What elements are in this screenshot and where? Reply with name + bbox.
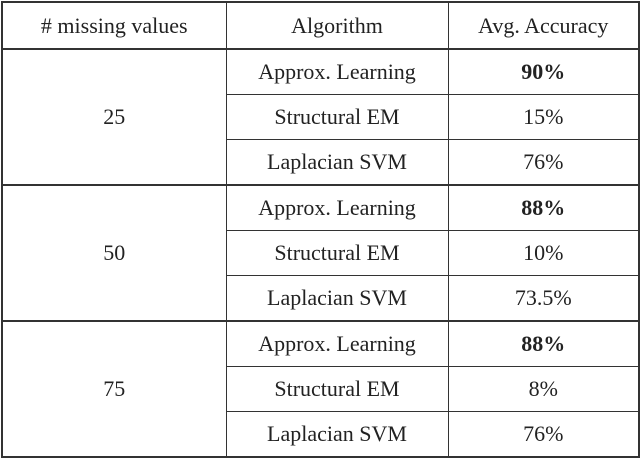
accuracy-cell: 76% xyxy=(447,411,640,458)
accuracy-cell: 88% xyxy=(447,320,640,367)
header-cell: Avg. Accuracy xyxy=(447,1,640,50)
accuracy-cell: 73.5% xyxy=(447,275,640,322)
table-row: Structural EM 8% xyxy=(2,366,640,412)
table-row: 25 Approx. Learning 90% xyxy=(1,48,640,186)
table-row: 75 Approx. Learning 88% xyxy=(1,320,640,458)
algorithm-cell: Structural EM xyxy=(225,366,449,412)
table-row: Structural EM 15% xyxy=(2,94,640,140)
algorithm-cell: Structural EM xyxy=(225,230,449,276)
accuracy-cell: 10% xyxy=(447,230,640,276)
header-cell: # missing values xyxy=(1,1,227,50)
accuracy-cell: 76% xyxy=(447,139,640,186)
table-row: Laplacian SVM 76% xyxy=(2,411,640,458)
header-row: # missing values Algorithm Avg. Accuracy xyxy=(1,1,640,50)
accuracy-cell: 88% xyxy=(447,184,640,231)
header-cell: Algorithm xyxy=(225,1,449,50)
missing-cell: 25 xyxy=(1,48,227,186)
accuracy-cell: 15% xyxy=(447,94,640,140)
algorithm-cell: Structural EM xyxy=(225,94,449,140)
missing-cell: 50 xyxy=(1,184,227,322)
accuracy-cell: 90% xyxy=(447,48,640,95)
algorithm-cell: Laplacian SVM xyxy=(225,275,449,322)
algorithm-cell: Laplacian SVM xyxy=(225,139,449,186)
accuracy-cell: 8% xyxy=(447,366,640,412)
table-row: 50 Approx. Learning 88% xyxy=(1,184,640,322)
algorithm-cell: Approx. Learning xyxy=(225,184,449,231)
missing-cell: 75 xyxy=(1,320,227,458)
algorithm-cell: Approx. Learning xyxy=(225,320,449,367)
algorithm-cell: Laplacian SVM xyxy=(225,411,449,458)
algorithm-cell: Approx. Learning xyxy=(225,48,449,95)
table-body: 25 Approx. Learning 90% Structural EM 15% Lap… xyxy=(1,48,640,458)
table-row: Structural EM 10% xyxy=(2,230,640,276)
